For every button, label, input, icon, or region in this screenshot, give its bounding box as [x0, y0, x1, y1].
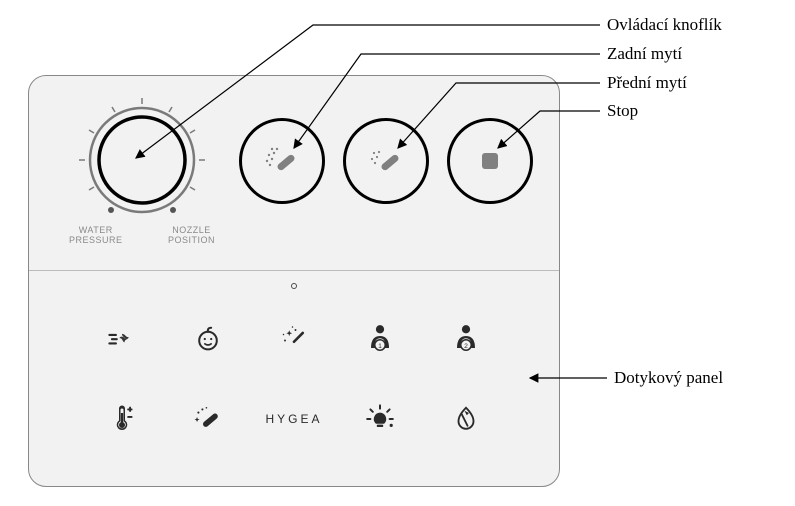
light-button[interactable]: [360, 399, 400, 439]
main-buttons-row: [239, 118, 533, 204]
dial-labels: WATER PRESSURE NOZZLE POSITION: [67, 225, 217, 246]
wand-button[interactable]: [274, 319, 314, 359]
temperature-button[interactable]: [102, 399, 142, 439]
callout-touch-panel: Dotykový panel: [614, 368, 723, 388]
rear-wash-button[interactable]: [239, 118, 325, 204]
front-wash-button[interactable]: [343, 118, 429, 204]
eco-button[interactable]: [446, 399, 486, 439]
user-preset-2-button[interactable]: 2: [446, 319, 486, 359]
user1-number: 1: [378, 343, 382, 350]
dial-label-left-2: PRESSURE: [69, 235, 123, 245]
control-knob[interactable]: WATER PRESSURE NOZZLE POSITION: [67, 94, 217, 254]
touch-icon-grid: 1 2: [79, 319, 509, 439]
stop-icon: [466, 137, 514, 185]
dryer-icon: [105, 322, 139, 356]
front-wash-icon: [362, 137, 410, 185]
user-preset-1-button[interactable]: 1: [360, 319, 400, 359]
wand-icon: [279, 324, 309, 354]
temperature-icon: [107, 402, 137, 436]
dial-label-right-2: POSITION: [168, 235, 215, 245]
dial-label-right-1: NOZZLE: [172, 225, 211, 235]
brand-label: HYGEA: [274, 399, 314, 439]
callout-front-wash: Přední mytí: [607, 73, 687, 93]
child-mode-button[interactable]: [188, 319, 228, 359]
rear-wash-icon: [258, 137, 306, 185]
stop-button[interactable]: [447, 118, 533, 204]
brand-text: HYGEA: [266, 412, 323, 426]
dryer-button[interactable]: [102, 319, 142, 359]
touch-panel[interactable]: 1 2: [29, 271, 559, 488]
callout-control-knob: Ovládací knoflík: [607, 15, 722, 35]
eco-icon: [451, 403, 481, 435]
led-indicator: [291, 283, 297, 289]
child-mode-icon: [192, 323, 224, 355]
callout-stop: Stop: [607, 101, 638, 121]
dial-label-left-1: WATER: [79, 225, 113, 235]
nozzle-clean-icon: [192, 403, 224, 435]
dial-svg: [67, 94, 217, 224]
callout-rear-wash: Zadní mytí: [607, 44, 682, 64]
top-section: WATER PRESSURE NOZZLE POSITION: [29, 76, 559, 271]
device-panel: WATER PRESSURE NOZZLE POSITION: [28, 75, 560, 487]
user2-number: 2: [464, 343, 468, 350]
user-preset-1-icon: 1: [365, 322, 395, 356]
light-icon: [364, 403, 396, 435]
user-preset-2-icon: 2: [451, 322, 481, 356]
nozzle-clean-button[interactable]: [188, 399, 228, 439]
